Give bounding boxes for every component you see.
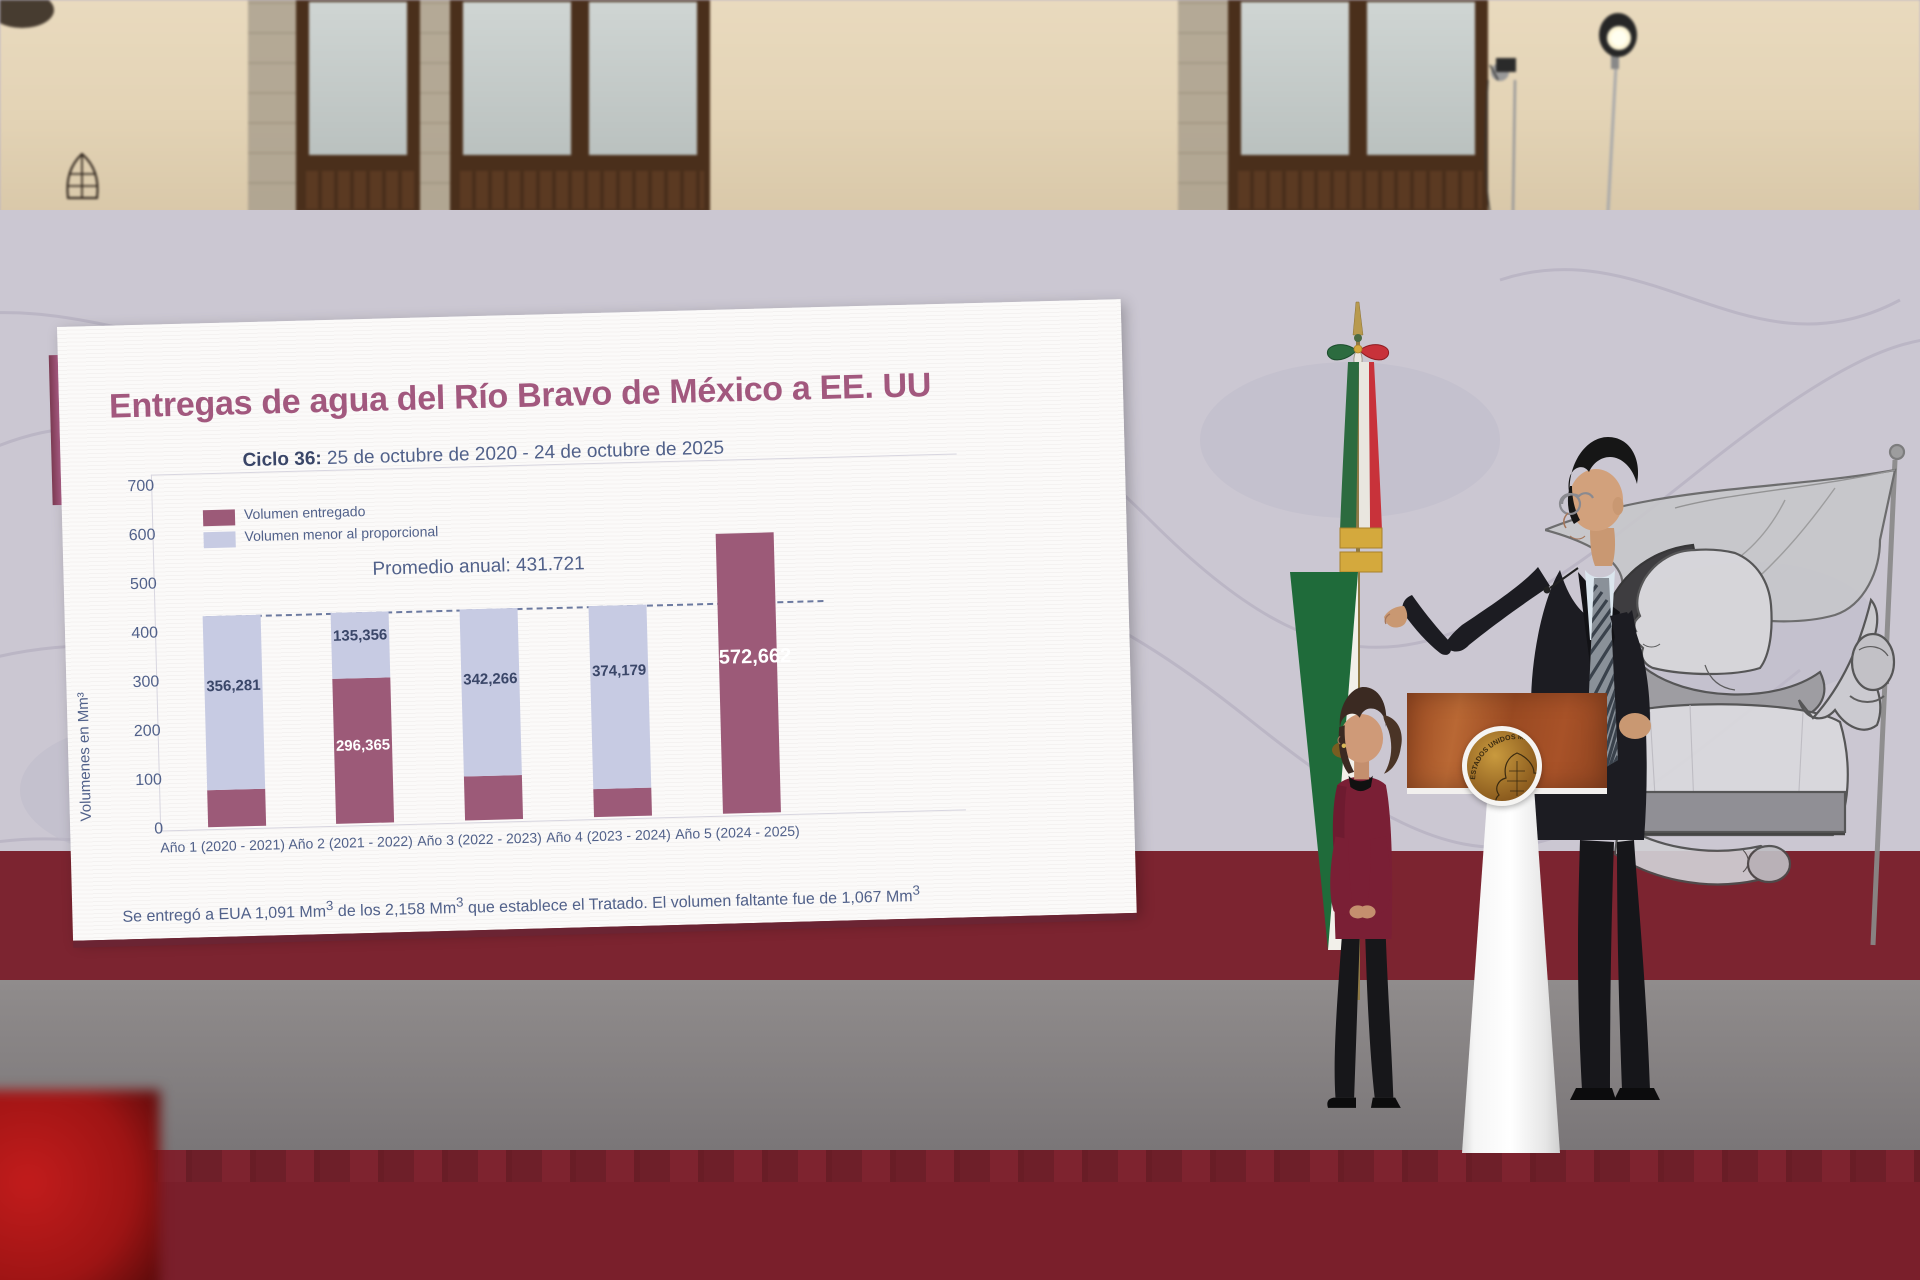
svg-text:ESTADOS UNIDOS MEXICANOS: ESTADOS UNIDOS MEXICANOS bbox=[1470, 734, 1537, 780]
